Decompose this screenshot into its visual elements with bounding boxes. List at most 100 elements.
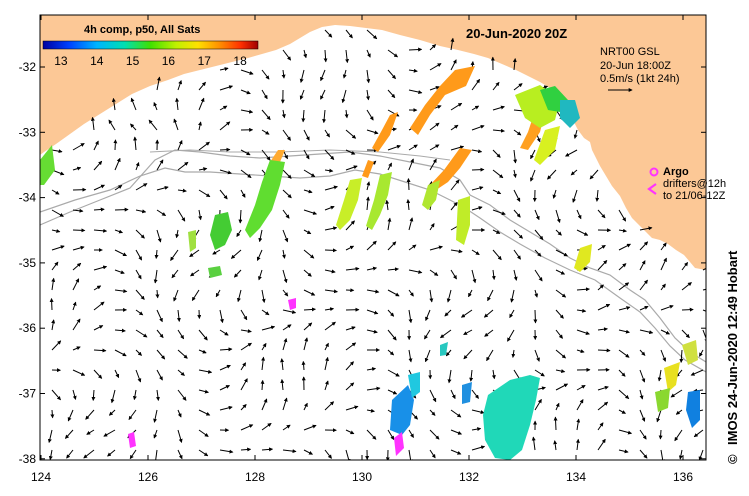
current-arrow: [513, 249, 521, 260]
current-arrow: [303, 289, 316, 296]
current-arrow: [303, 449, 313, 455]
current-arrow: [91, 389, 96, 401]
current-arrow: [261, 342, 267, 351]
current-arrow: [324, 289, 338, 294]
current-arrow: [366, 408, 375, 413]
x-tick-label: 132: [459, 470, 479, 484]
current-arrow: [135, 289, 145, 300]
y-tick-label: -32: [19, 60, 37, 74]
current-arrow: [513, 129, 522, 136]
current-arrow: [555, 289, 567, 298]
current-arrow: [345, 266, 360, 271]
current-arrow: [534, 398, 542, 411]
current-arrow: [491, 369, 496, 380]
current-arrow: [425, 309, 431, 322]
current-arrow: [198, 349, 207, 354]
current-arrow: [114, 269, 125, 275]
current-arrow: [324, 401, 335, 411]
current-arrow: [471, 78, 481, 91]
current-arrow: [408, 289, 414, 297]
current-arrow: [553, 416, 558, 431]
current-arrow: [366, 309, 379, 315]
current-arrow: [387, 389, 398, 395]
current-arrow: [657, 369, 662, 382]
x-tick-label: 128: [245, 470, 265, 484]
current-arrow: [72, 143, 85, 151]
current-arrow: [408, 68, 418, 73]
current-arrow: [219, 329, 229, 336]
info-line-2: 20-Jun 18:00Z: [600, 60, 671, 72]
current-arrow: [301, 109, 306, 123]
colorbar-tick-label: 14: [90, 54, 104, 68]
current-arrow: [156, 369, 163, 381]
current-arrow: [531, 436, 536, 451]
current-arrow: [324, 205, 335, 211]
current-arrow: [324, 269, 336, 274]
current-arrow: [387, 369, 400, 377]
current-arrow: [240, 149, 251, 156]
sst-patch: [390, 385, 414, 435]
current-arrow: [72, 166, 82, 171]
current-arrow: [240, 404, 247, 411]
current-arrow: [639, 369, 646, 383]
y-tick-label: -34: [19, 191, 37, 205]
current-arrow: [177, 139, 183, 151]
current-arrow: [575, 438, 580, 451]
current-arrow: [639, 329, 654, 335]
current-arrow: [177, 369, 185, 376]
current-arrow: [72, 208, 84, 213]
current-arrow: [597, 327, 608, 332]
current-arrow: [72, 262, 82, 271]
current-arrow: [639, 226, 653, 231]
current-arrow: [444, 309, 452, 317]
current-arrow: [576, 349, 585, 354]
current-arrow: [128, 409, 137, 421]
current-arrow: [72, 301, 77, 311]
current-arrow: [261, 356, 266, 371]
current-arrow: [303, 169, 316, 178]
current-arrow: [512, 169, 517, 179]
current-arrow: [439, 329, 452, 339]
current-arrow: [345, 49, 350, 64]
current-arrow: [471, 409, 485, 415]
current-arrow: [281, 249, 286, 259]
current-arrow: [366, 329, 378, 334]
current-arrow: [219, 189, 228, 200]
current-arrow: [513, 269, 518, 281]
current-arrow: [135, 229, 145, 239]
sst-patch: [560, 100, 580, 128]
current-arrow: [702, 309, 706, 312]
current-arrow: [555, 383, 569, 391]
current-arrow: [198, 409, 211, 416]
current-arrow: [324, 129, 330, 138]
current-arrow: [155, 389, 160, 401]
sst-patch: [655, 388, 670, 412]
current-arrow: [345, 129, 357, 139]
current-arrow: [177, 449, 183, 460]
current-arrow: [303, 229, 312, 235]
y-tick-label: -35: [19, 256, 37, 270]
current-arrow: [238, 209, 243, 224]
sst-patch: [210, 212, 232, 250]
current-arrow: [303, 424, 317, 431]
current-arrow: [219, 385, 231, 391]
current-arrow: [51, 277, 56, 291]
current-arrow: [64, 429, 74, 439]
current-arrow: [576, 399, 584, 411]
current-arrow: [261, 149, 271, 161]
current-arrow: [429, 44, 437, 51]
credit-text: IMOS 24-Jun-2020 12:49 Hobart: [725, 250, 740, 445]
current-arrow: [324, 29, 333, 38]
current-arrow: [93, 207, 105, 212]
current-arrow: [445, 349, 452, 357]
current-arrow: [324, 342, 329, 351]
current-arrow: [492, 169, 504, 179]
current-arrow: [177, 209, 186, 222]
current-arrow: [261, 289, 266, 303]
current-arrow: [534, 369, 545, 377]
current-arrow: [589, 169, 599, 180]
current-arrow: [681, 329, 690, 339]
current-arrow: [513, 229, 523, 239]
current-arrow: [240, 378, 248, 391]
current-arrow: [408, 244, 417, 251]
